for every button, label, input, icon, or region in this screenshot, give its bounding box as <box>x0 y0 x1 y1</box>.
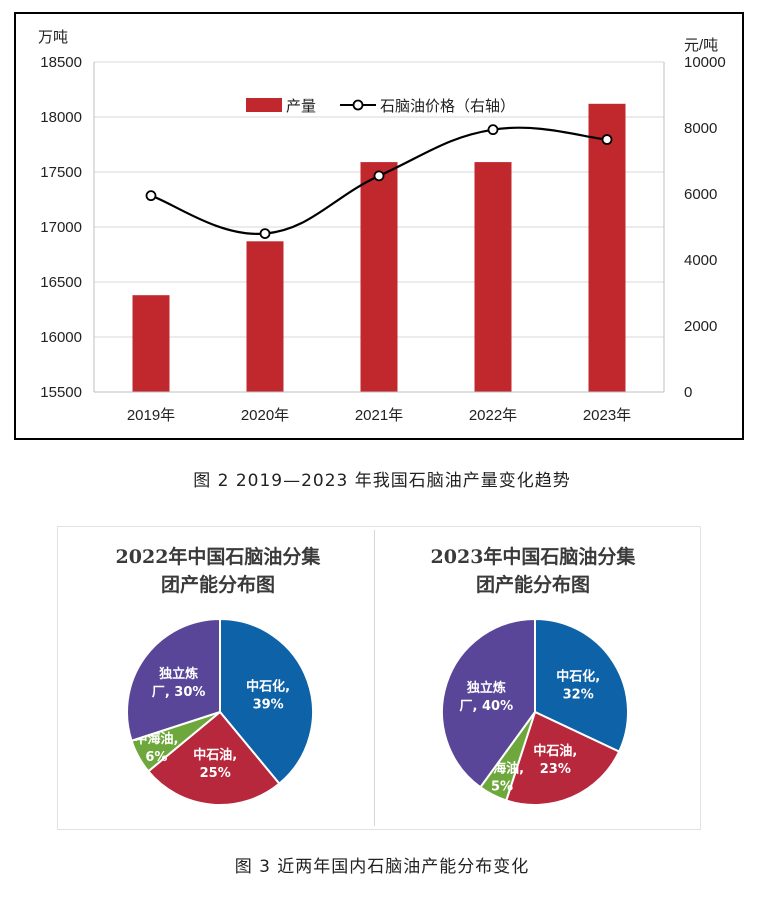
right-tick-label: 8000 <box>684 120 717 137</box>
left-tick-label: 15500 <box>40 384 82 401</box>
legend-swatch-bar <box>246 98 282 112</box>
left-axis-unit: 万吨 <box>38 29 68 46</box>
pie-slice-label: 32% <box>563 688 594 703</box>
price-point-2022年 <box>487 124 499 136</box>
pie-slice <box>505 710 621 806</box>
bar-2020年 <box>246 241 284 392</box>
pie-chart-2023: 2023年中国石脑油分集 团产能分布图 中石化, 32% 中石油, 23% 中海油, 5%… <box>377 530 689 826</box>
left-tick-label: 16000 <box>40 329 82 346</box>
pie-title-line2: 团产能分布图 <box>160 574 275 596</box>
right-axis-unit: 元/吨 <box>684 37 718 54</box>
legend: 产量 石脑油价格（右轴） <box>246 98 515 115</box>
left-tick-label: 16500 <box>40 274 82 291</box>
x-tick-label: 2023年 <box>583 407 631 424</box>
pie-slice-label: 5% <box>491 780 513 795</box>
left-tick-label: 17000 <box>40 219 82 236</box>
pie-title-line1: 2023年中国石脑油分集 <box>430 546 636 568</box>
pie-slice-label: 中石油, <box>533 743 577 759</box>
legend-label-bar: 产量 <box>286 98 316 115</box>
price-point-2020年 <box>259 228 271 240</box>
price-point-2021年 <box>373 170 385 182</box>
bar-2023年 <box>588 103 626 393</box>
bar-series <box>132 103 626 393</box>
line-series <box>145 124 613 240</box>
pie-slice-label: 中石油, <box>193 747 237 763</box>
legend-swatch-marker <box>352 99 364 111</box>
pie-slice-label: 25% <box>200 766 231 781</box>
x-tick-label: 2020年 <box>241 407 289 424</box>
pie-slice-label: 39% <box>253 698 284 713</box>
pie-slice <box>219 617 314 786</box>
x-tick-label: 2021年 <box>355 407 403 424</box>
pie-slice-label: 6% <box>145 750 167 765</box>
axes: 18500 18000 17500 17000 16500 16000 15500 10000… <box>38 29 726 424</box>
legend-label-line: 石脑油价格（右轴） <box>380 98 515 115</box>
pie-slice-label: 23% <box>540 762 571 777</box>
pie-slice <box>534 617 629 753</box>
pie-slice <box>146 710 281 806</box>
bar-2021年 <box>360 162 398 392</box>
right-tick-label: 6000 <box>684 186 717 203</box>
pie-chart-2022: 2022年中国石脑油分集 团产能分布图 中石化, 39% 中石油, 25% 中海油, 6%… <box>62 530 374 826</box>
figure3-caption: 图 3 近两年国内石脑油产能分布变化 <box>234 857 530 877</box>
right-tick-label: 4000 <box>684 252 717 269</box>
left-tick-label: 18500 <box>40 54 82 71</box>
pie-divider <box>374 530 375 826</box>
bar-2022年 <box>474 162 512 392</box>
production-price-chart: 18500 18000 17500 17000 16500 16000 15500 10000… <box>14 12 744 440</box>
pie-slice-label: 中石化, <box>556 669 600 685</box>
bar-2019年 <box>132 295 170 392</box>
pie-slice <box>441 617 536 789</box>
pie-slice-label: 独立炼 <box>159 666 198 682</box>
right-tick-label: 10000 <box>684 54 726 71</box>
x-tick-label: 2022年 <box>469 407 517 424</box>
pie-slice-label: 中石化, <box>246 679 290 695</box>
left-tick-label: 18000 <box>40 109 82 126</box>
price-point-2019年 <box>145 190 157 202</box>
pie-slice <box>126 617 221 742</box>
price-point-2023年 <box>601 134 613 145</box>
pie-title-line1: 2022年中国石脑油分集 <box>115 546 321 568</box>
x-tick-label: 2019年 <box>127 407 175 424</box>
pie-title-line2: 团产能分布图 <box>475 574 590 596</box>
right-tick-label: 0 <box>684 384 692 401</box>
figure2-caption: 图 2 2019—2023 年我国石脑油产量变化趋势 <box>193 471 571 491</box>
pie-slice-label: 厂, 40% <box>460 699 514 714</box>
pie-slice-label: 独立炼 <box>467 680 506 696</box>
left-tick-label: 17500 <box>40 164 82 181</box>
right-tick-label: 2000 <box>684 318 717 335</box>
pie-slice-label: 厂, 30% <box>152 685 206 700</box>
